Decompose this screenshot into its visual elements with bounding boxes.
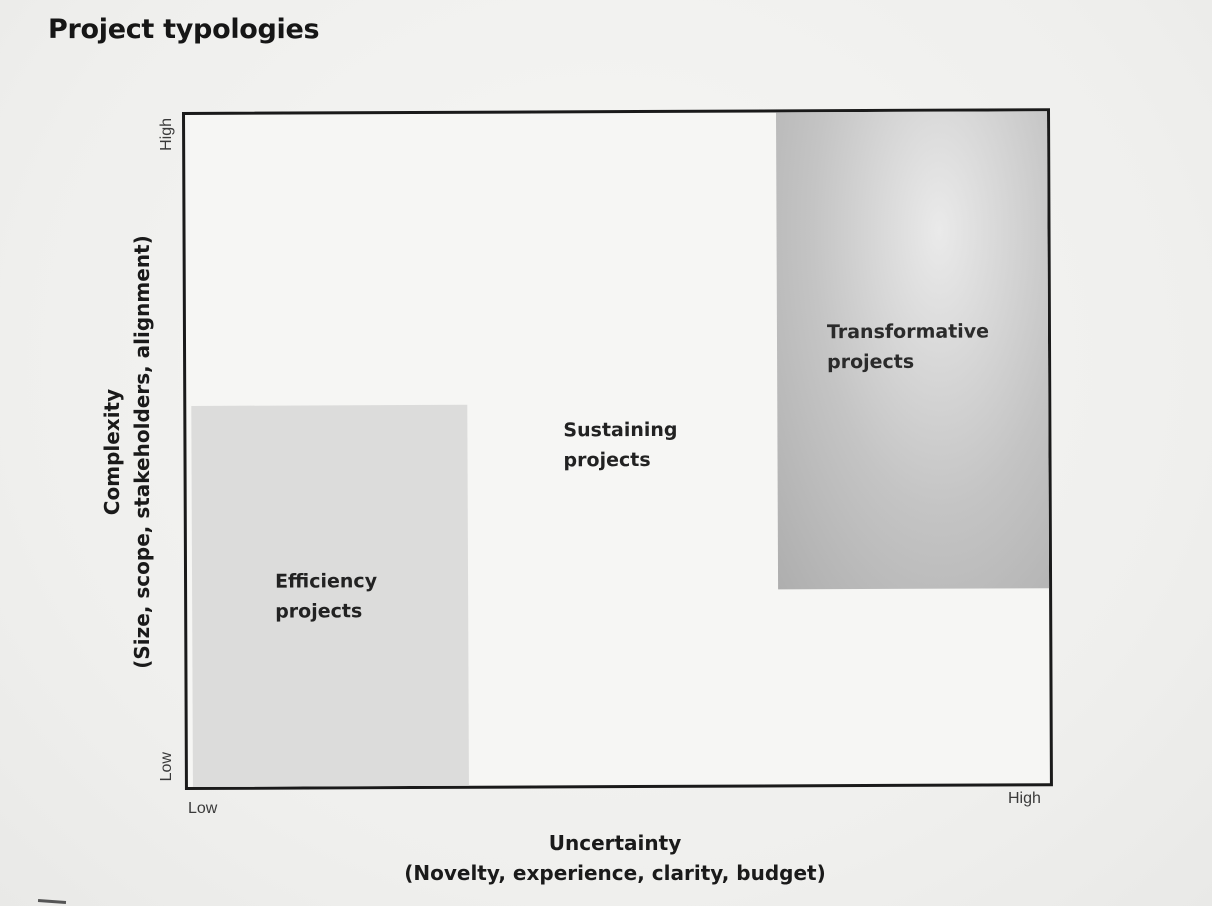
x-axis-title-main: Uncertainty xyxy=(548,831,682,855)
y-axis-low-label: Low xyxy=(158,752,175,782)
label-transformative-line1: Transformative xyxy=(826,320,990,344)
y-axis-title-subtitle: (Size, scope, stakeholders, alignment) xyxy=(130,235,154,669)
label-transformative-projects: Transformative projects xyxy=(827,316,989,377)
y-axis-high-label: High xyxy=(158,118,175,151)
x-axis-title-subtitle: (Novelty, experience, clarity, budget) xyxy=(404,861,826,885)
y-axis-title: Complexity (Size, scope, stakeholders, a… xyxy=(97,202,157,702)
x-axis-title: Uncertainty (Novelty, experience, clarit… xyxy=(380,828,850,888)
label-sustaining-line2: projects xyxy=(563,448,651,472)
page-title: Project typologies xyxy=(48,14,320,45)
x-axis-high-label: High xyxy=(1008,790,1041,807)
y-axis-title-main: Complexity xyxy=(100,388,124,516)
label-sustaining-line1: Sustaining xyxy=(563,418,678,442)
label-efficiency-line2: projects xyxy=(275,600,363,623)
page-edge-mark xyxy=(37,899,67,904)
label-transformative-line2: projects xyxy=(827,350,915,374)
label-sustaining-projects: Sustaining projects xyxy=(563,415,677,475)
label-efficiency-line1: Efficiency xyxy=(275,570,378,593)
label-efficiency-projects: Efficiency projects xyxy=(275,566,377,626)
typology-matrix-frame: Efficiency projects Sustaining projects … xyxy=(182,108,1053,790)
x-axis-low-label: Low xyxy=(188,800,218,817)
